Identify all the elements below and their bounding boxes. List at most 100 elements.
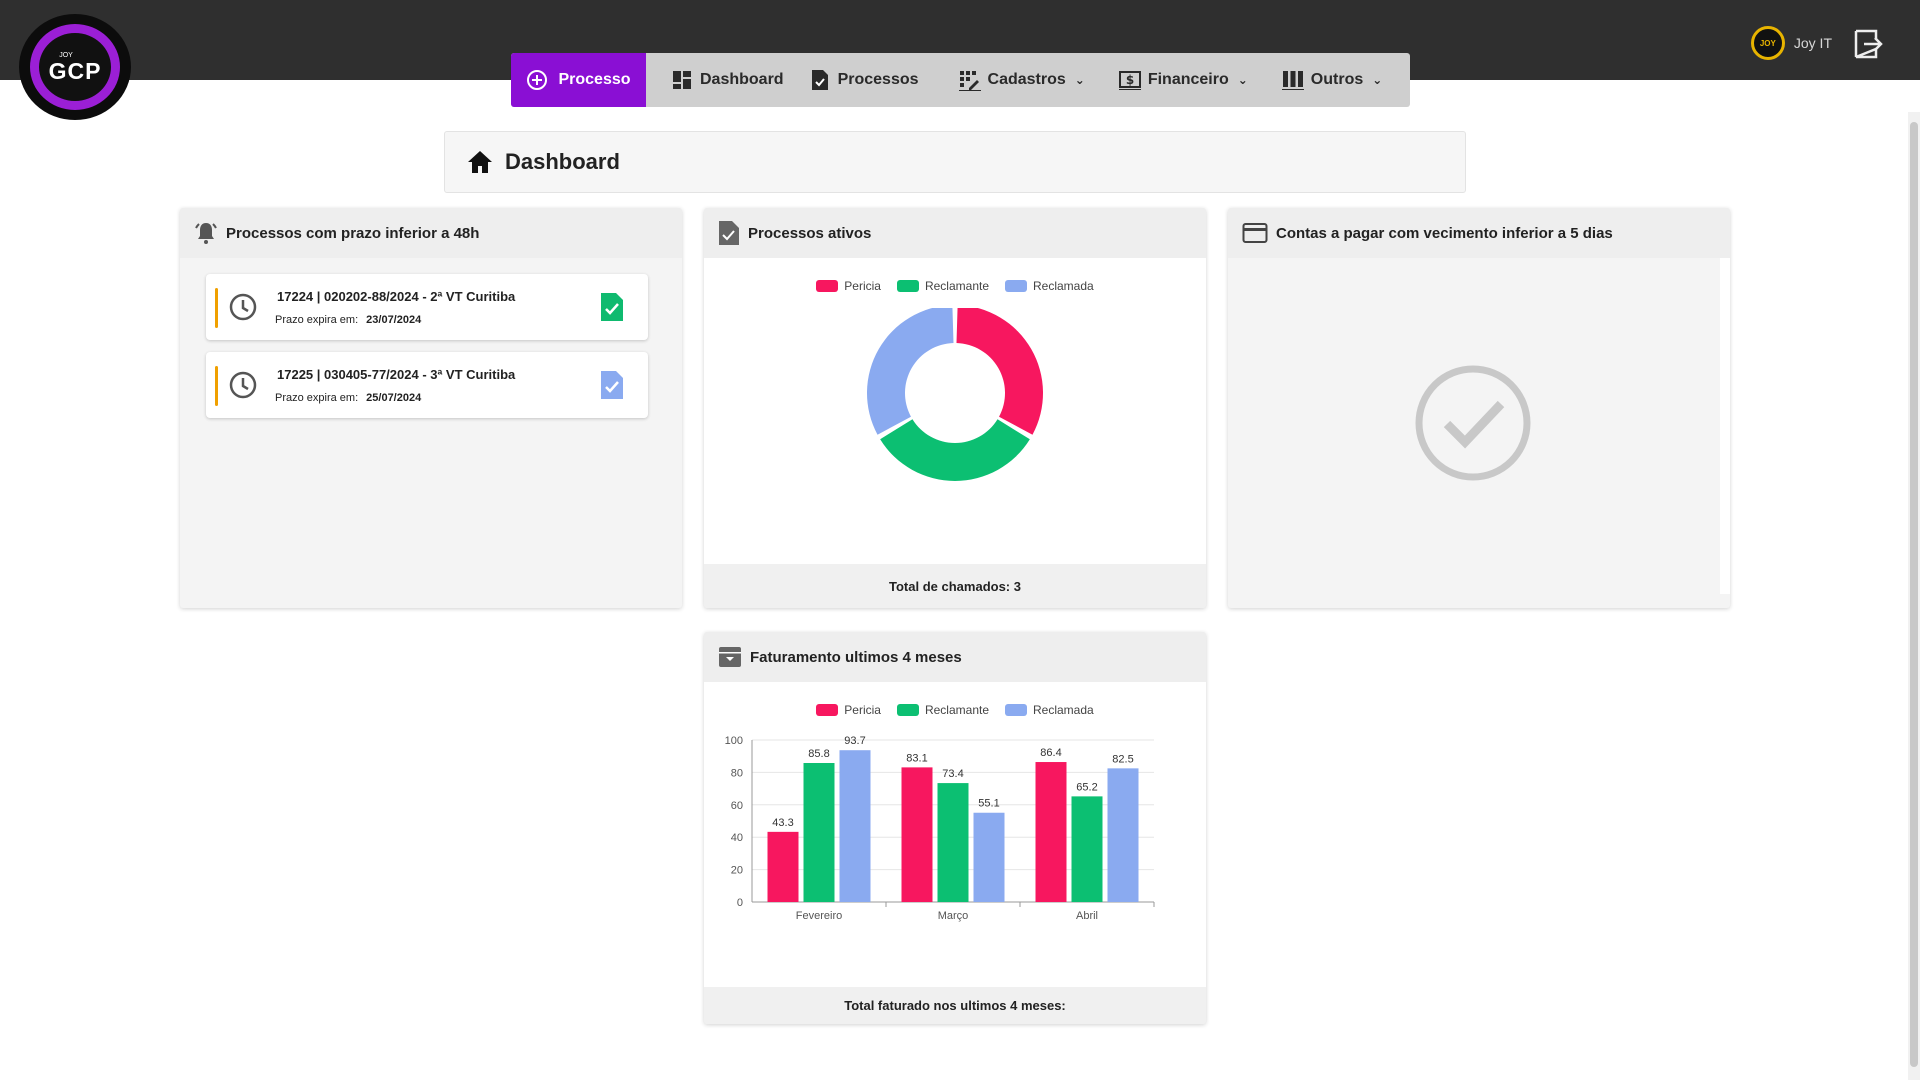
x-tick-label: Fevereiro [796,910,842,922]
clock-icon [229,293,257,321]
nav-processos[interactable]: Processos [809,69,919,91]
revenue-bar-chart[interactable]: 0 20 40 60 80 100 43.3 85.8 93.7 Fevereiro 83.1 73.… [704,730,1206,970]
legend-item[interactable]: Reclamada [1005,702,1094,717]
bar-value-label: 86.4 [1040,747,1061,759]
archive-icon [719,647,741,667]
dollar-icon: $ [1118,69,1141,91]
deadline-item[interactable]: 17224 | 020202-88/2024 - 2ª VT Curitiba … [206,274,648,340]
bar-legend: Pericia Reclamante Reclamada [704,682,1206,717]
clock-icon [229,371,257,399]
deadline-card: Processos com prazo inferior a 48h 17224… [180,208,682,608]
nav-financeiro-label: Financeiro [1147,71,1229,88]
credit-card-icon [1242,223,1268,243]
legend-item[interactable]: Reclamante [896,278,989,293]
legend-label: Reclamada [1033,702,1094,717]
y-tick-label: 60 [731,800,743,812]
bar[interactable] [1107,768,1139,902]
revenue-card-footer: Total faturado nos ultimos 4 meses: [704,987,1206,1024]
bills-card: Contas a pagar com vecimento inferior a … [1228,208,1730,608]
x-tick-label: Abril [1076,910,1098,922]
nav-dashboard[interactable]: Dashboard [671,69,784,91]
chevron-down-icon: ⌄ [1237,73,1248,87]
legend-swatch [896,279,919,292]
expire-date: 25/07/2024 [366,392,422,404]
bar[interactable] [767,831,799,902]
bar[interactable] [937,783,969,902]
check-circle-icon [1415,365,1531,481]
donut-legend: Pericia Reclamante Reclamada [704,258,1206,293]
legend-item[interactable]: Reclamada [1005,278,1094,293]
bar-value-label: 65.2 [1076,781,1097,793]
y-tick-label: 40 [731,832,743,844]
home-icon [468,151,492,173]
deadline-card-header: Processos com prazo inferior a 48h [180,208,682,258]
bell-alert-icon [195,223,217,244]
x-tick-label: Março [938,910,969,922]
bar[interactable] [973,812,1005,902]
bar[interactable] [1035,762,1067,902]
deadline-item-title: 17225 | 030405-77/2024 - 3ª VT Curitiba [277,367,516,382]
y-tick-label: 0 [737,897,743,909]
grid-edit-icon [958,69,981,91]
legend-swatch [816,703,839,716]
document-check-icon[interactable] [600,370,624,400]
nav-cadastros[interactable]: Cadastros ⌄ [958,69,1085,91]
page-title: Dashboard [505,149,620,174]
user-menu[interactable]: JOY Joy IT [1750,26,1832,60]
legend-label: Reclamante [924,278,989,293]
revenue-card-header: Faturamento ultimos 4 meses [704,632,1206,682]
donut-slice[interactable] [867,308,954,435]
y-tick-label: 100 [725,735,743,747]
bar[interactable] [1071,796,1103,902]
legend-label: Pericia [844,278,881,293]
active-card-header: Processos ativos [704,208,1206,258]
bar-value-label: 43.3 [772,817,793,829]
logout-button[interactable] [1852,28,1884,60]
bar-value-label: 55.1 [978,798,999,810]
bar-value-label: 73.4 [942,768,963,780]
document-check-icon[interactable] [600,292,624,322]
nav-dashboard-label: Dashboard [700,71,784,88]
bar[interactable] [901,767,933,902]
logo-small-text: JOY [59,51,73,59]
bills-card-title: Contas a pagar com vecimento inferior a … [1276,224,1613,242]
priority-bar [215,288,218,328]
legend-item[interactable]: Pericia [816,278,881,293]
chevron-down-icon: ⌄ [1372,73,1383,87]
bar[interactable] [839,750,871,902]
legend-item[interactable]: Reclamante [896,702,989,717]
nav-financeiro[interactable]: $ Financeiro ⌄ [1118,69,1248,91]
chevron-down-icon: ⌄ [1074,73,1085,87]
y-tick-label: 80 [731,767,743,779]
new-process-button[interactable]: Processo [511,53,646,107]
page-scrollbar-thumb[interactable] [1910,122,1918,1067]
document-check-icon [809,69,831,91]
expire-date: 23/07/2024 [366,314,422,326]
bar-value-label: 82.5 [1112,753,1133,765]
donut-chart[interactable] [704,308,1206,558]
revenue-card-body: Pericia Reclamante Reclamada 0 20 40 60 80 10… [704,682,1206,987]
legend-swatch [1005,279,1027,292]
y-tick-label: 20 [731,865,743,877]
bills-scrollbar[interactable] [1720,258,1730,594]
plus-circle-icon [527,70,548,90]
deadline-item-title: 17224 | 020202-88/2024 - 2ª VT Curitiba [277,289,516,304]
nav-outros[interactable]: Outros ⌄ [1281,69,1383,91]
donut-slice[interactable] [880,419,1030,481]
avatar: JOY [1750,26,1785,60]
donut-slice[interactable] [956,308,1043,435]
deadline-item[interactable]: 17225 | 030405-77/2024 - 3ª VT Curitiba … [206,352,648,418]
logo-text: GCP [48,57,102,84]
dashboard-icon [671,69,693,91]
legend-item[interactable]: Pericia [816,702,881,717]
svg-text:$: $ [1126,73,1134,87]
deadline-card-title: Processos com prazo inferior a 48h [226,224,480,242]
nav-outros-label: Outros [1310,71,1364,88]
bar[interactable] [803,763,835,902]
logo-ring: JOY GCP [30,24,120,110]
revenue-card: Faturamento ultimos 4 meses Pericia Recl… [704,632,1206,1024]
app-logo[interactable]: JOY GCP [19,14,131,120]
legend-swatch [816,279,839,292]
revenue-card-title: Faturamento ultimos 4 meses [750,648,962,666]
columns-icon [1281,69,1304,91]
